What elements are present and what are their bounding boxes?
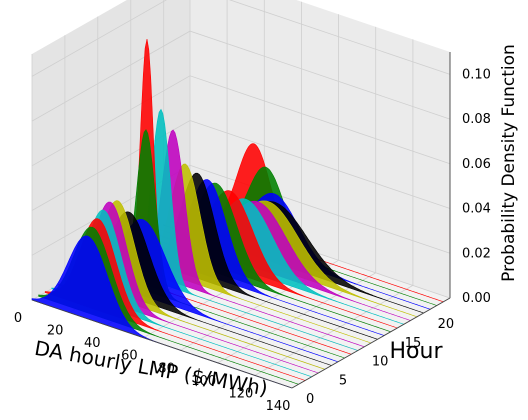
- grid-line-z: [31, 30, 451, 122]
- axis-lines: [31, 52, 451, 389]
- z-tick-label: 0.04: [462, 202, 491, 217]
- y-tick-label: 20: [438, 317, 455, 332]
- x-tick-label: 100: [191, 374, 216, 389]
- grid-line-z: [31, 0, 451, 77]
- grid-line-z: [31, 75, 451, 167]
- y-tick-label: 0: [306, 392, 314, 407]
- z-tick-label: 0.00: [462, 291, 491, 306]
- grid-line-z: [31, 164, 451, 256]
- z-tick-label: 0.10: [462, 67, 491, 82]
- grid-line-z: [31, 120, 451, 211]
- z-tick-label: 0.06: [462, 157, 491, 172]
- z-tick-label: 0.08: [462, 112, 491, 127]
- x-tick-label: 20: [47, 324, 64, 339]
- y-tick-label: 15: [405, 336, 422, 351]
- x-tick-label: 60: [121, 349, 138, 364]
- y-axis-line: [291, 297, 451, 389]
- z-axis-label: Probability Density Function: [499, 44, 519, 282]
- density-curves: [31, 39, 444, 389]
- y-axis-label: Hour: [390, 339, 444, 364]
- x-axis-line: [31, 299, 293, 389]
- z-tick-label: 0.02: [462, 246, 491, 261]
- y-tick-label: 5: [339, 373, 347, 388]
- x-tick-label: 0: [14, 311, 22, 326]
- x-tick-label: 40: [84, 336, 101, 351]
- y-tick-label: 10: [372, 355, 389, 370]
- x-tick-label: 120: [228, 386, 253, 401]
- x-tick-label: 80: [158, 361, 175, 376]
- x-tick-label: 140: [266, 399, 291, 414]
- tick-labels: 0 20 40 60 80 100 120 140 0 5 10 15 20 0.00 0.02 0.04 0.…: [14, 67, 491, 414]
